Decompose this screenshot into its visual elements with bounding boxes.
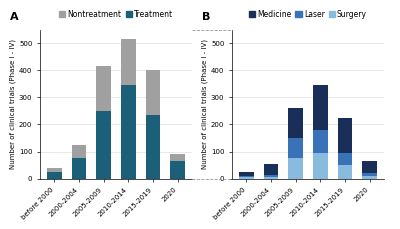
Y-axis label: Number of clinical trials (Phase I - IV): Number of clinical trials (Phase I - IV) xyxy=(202,39,208,169)
Y-axis label: Number of clinical trials (Phase I - IV): Number of clinical trials (Phase I - IV) xyxy=(10,39,16,169)
Bar xyxy=(72,145,86,158)
Bar xyxy=(313,85,328,130)
Bar xyxy=(338,153,352,165)
Legend: Medicine, Laser, Surgery: Medicine, Laser, Surgery xyxy=(246,7,370,22)
Bar xyxy=(239,176,254,177)
Bar xyxy=(313,130,328,153)
Bar xyxy=(121,39,136,85)
Bar xyxy=(239,172,254,176)
Bar xyxy=(362,173,377,176)
Bar xyxy=(264,177,278,179)
Bar xyxy=(338,118,352,153)
Bar xyxy=(170,154,185,161)
Bar xyxy=(72,158,86,179)
Text: B: B xyxy=(202,12,210,22)
Bar xyxy=(313,153,328,179)
Bar xyxy=(239,177,254,179)
Bar xyxy=(146,70,160,115)
Bar xyxy=(264,164,278,175)
Bar xyxy=(362,176,377,179)
Bar xyxy=(288,158,303,179)
Bar xyxy=(47,172,62,179)
Bar xyxy=(96,111,111,179)
Bar xyxy=(288,138,303,158)
Bar xyxy=(288,108,303,138)
Bar xyxy=(121,85,136,179)
Bar xyxy=(47,168,62,172)
Bar xyxy=(338,165,352,179)
Bar xyxy=(170,161,185,179)
Bar xyxy=(96,66,111,111)
Bar xyxy=(264,175,278,177)
Bar xyxy=(146,115,160,179)
Bar xyxy=(362,161,377,173)
Legend: Nontreatment, Treatment: Nontreatment, Treatment xyxy=(56,7,176,22)
Text: A: A xyxy=(10,12,18,22)
